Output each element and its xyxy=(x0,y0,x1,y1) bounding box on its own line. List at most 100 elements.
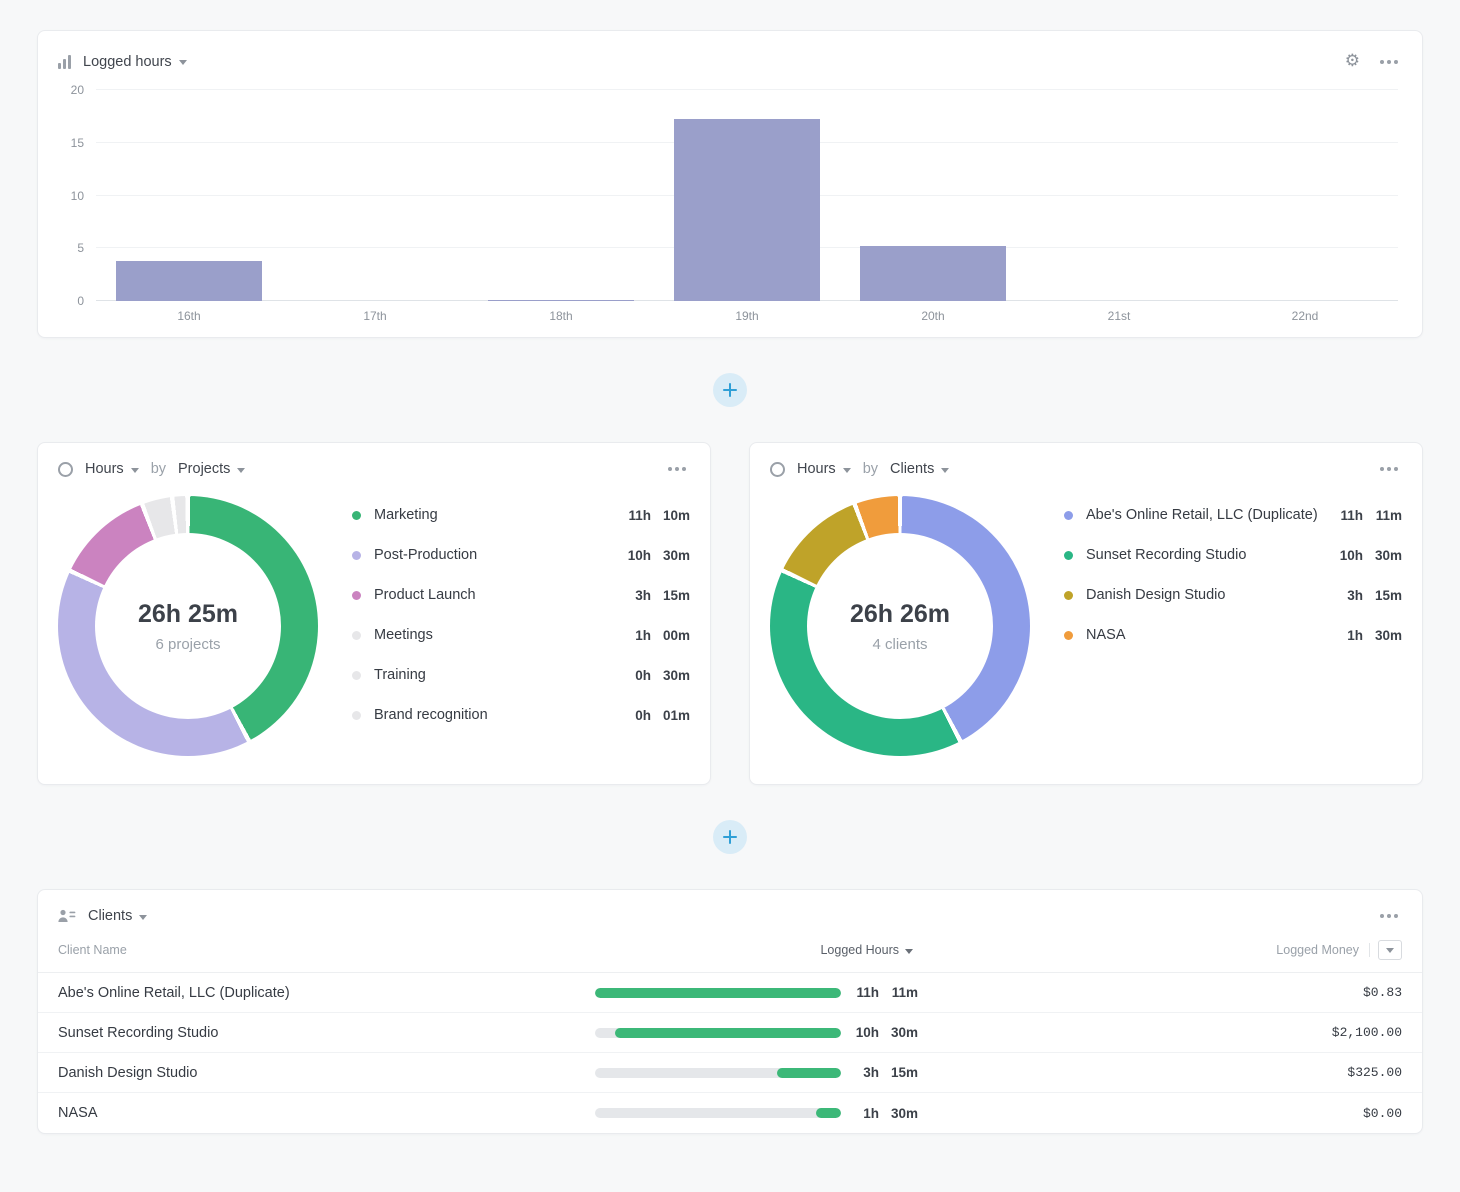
legend-item[interactable]: Danish Design Studio3h15m xyxy=(1064,575,1402,615)
x-axis-label: 20th xyxy=(840,309,1026,323)
legend-time: 1h30m xyxy=(1333,628,1402,643)
client-name: NASA xyxy=(58,1105,595,1121)
clients-legend: Abe's Online Retail, LLC (Duplicate)11h1… xyxy=(1064,495,1402,756)
bar[interactable] xyxy=(674,119,821,302)
time-minutes: 30m xyxy=(884,1025,918,1040)
widget-more-button[interactable] xyxy=(1376,910,1402,922)
time-minutes: 11m xyxy=(884,985,918,1000)
column-client-name: Client Name xyxy=(58,943,595,957)
clients-dimension-dropdown[interactable]: Clients xyxy=(890,461,949,477)
bar[interactable] xyxy=(488,300,635,301)
hours-bar-track xyxy=(595,1028,841,1038)
time-minutes: 15m xyxy=(1368,588,1402,603)
time-minutes: 01m xyxy=(656,708,690,723)
legend-item[interactable]: Sunset Recording Studio10h30m xyxy=(1064,535,1402,575)
legend-time: 0h30m xyxy=(621,668,690,683)
gear-icon: ⚙ xyxy=(1345,53,1360,70)
legend-dot xyxy=(352,711,361,720)
clients-table-body: Abe's Online Retail, LLC (Duplicate)11h1… xyxy=(38,972,1422,1133)
time-minutes: 15m xyxy=(884,1065,918,1080)
clients-title-dropdown[interactable]: Clients xyxy=(88,908,147,924)
legend-item[interactable]: Abe's Online Retail, LLC (Duplicate)11h1… xyxy=(1064,495,1402,535)
bar[interactable] xyxy=(860,246,1007,301)
money-options-dropdown[interactable] xyxy=(1378,940,1402,960)
y-axis-label: 10 xyxy=(58,189,84,203)
projects-dimension-dropdown[interactable]: Projects xyxy=(178,461,245,477)
widget-more-button[interactable] xyxy=(1376,463,1402,475)
column-logged-hours-label: Logged Hours xyxy=(820,943,899,957)
x-axis-label: 16th xyxy=(96,309,282,323)
column-logged-hours-sort[interactable]: Logged Hours xyxy=(595,943,913,957)
clients-donut-center: 26h 26m 4 clients xyxy=(807,533,993,719)
plus-icon xyxy=(723,830,737,844)
y-axis-label: 20 xyxy=(58,83,84,97)
x-axis-label: 18th xyxy=(468,309,654,323)
time-minutes: 30m xyxy=(884,1106,918,1121)
ellipsis-icon xyxy=(1380,467,1398,471)
client-row[interactable]: Danish Design Studio3h15m$325.00 xyxy=(38,1053,1422,1093)
clients-donut-card-header: Hours by Clients xyxy=(750,443,1422,477)
bar-chart: 05101520 16th17th18th19th20th21st22nd xyxy=(38,74,1422,337)
legend-item[interactable]: Post-Production10h30m xyxy=(352,535,690,575)
legend-dot xyxy=(1064,511,1073,520)
legend-dot xyxy=(352,631,361,640)
donut-center-value: 26h 25m xyxy=(138,600,238,629)
time-minutes: 00m xyxy=(656,628,690,643)
time-hours: 1h xyxy=(849,1106,879,1121)
dimension-label: Clients xyxy=(890,461,934,477)
donut-icon xyxy=(58,462,73,477)
add-widget-button[interactable] xyxy=(713,820,747,854)
projects-metric-dropdown[interactable]: Hours xyxy=(85,461,139,477)
client-hours: 11h11m xyxy=(849,985,918,1000)
time-hours: 10h xyxy=(1333,548,1363,563)
time-hours: 10h xyxy=(849,1025,879,1040)
logged-hours-title-dropdown[interactable]: Logged hours xyxy=(83,54,187,70)
bar-slot xyxy=(282,90,468,301)
hours-by-clients-card: Hours by Clients 26h 26m 4 clients xyxy=(749,442,1423,785)
client-row[interactable]: NASA1h30m$0.00 xyxy=(38,1093,1422,1133)
client-row[interactable]: Abe's Online Retail, LLC (Duplicate)11h1… xyxy=(38,973,1422,1013)
by-label: by xyxy=(151,461,166,477)
hours-bar-track xyxy=(595,1108,841,1118)
clients-donut-chart[interactable]: 26h 26m 4 clients xyxy=(770,496,1030,756)
clients-metric-dropdown[interactable]: Hours xyxy=(797,461,851,477)
logged-hours-card-header: Logged hours ⚙ xyxy=(38,31,1422,74)
legend-time: 3h15m xyxy=(621,588,690,603)
clients-donut-content: 26h 26m 4 clients Abe's Online Retail, L… xyxy=(750,477,1422,780)
ellipsis-icon xyxy=(1380,60,1398,64)
logged-hours-card: Logged hours ⚙ 05101520 16th17th18th19th… xyxy=(37,30,1423,338)
legend-item[interactable]: Brand recognition0h01m xyxy=(352,695,690,735)
legend-item[interactable]: NASA1h30m xyxy=(1064,615,1402,655)
hours-bar-fill xyxy=(615,1028,841,1038)
y-axis-label: 0 xyxy=(58,294,84,308)
time-minutes: 10m xyxy=(656,508,690,523)
client-money: $2,100.00 xyxy=(918,1025,1402,1040)
client-name: Danish Design Studio xyxy=(58,1065,595,1081)
legend-dot xyxy=(352,511,361,520)
legend-item[interactable]: Training0h30m xyxy=(352,655,690,695)
donut-cards-row: Hours by Projects 26h 25m 6 projects xyxy=(37,442,1423,785)
legend-time: 10h30m xyxy=(621,548,690,563)
time-hours: 3h xyxy=(621,588,651,603)
time-minutes: 30m xyxy=(656,548,690,563)
widget-more-button[interactable] xyxy=(1376,56,1402,68)
client-hours: 10h 30m xyxy=(849,1025,918,1040)
legend-item[interactable]: Meetings1h00m xyxy=(352,615,690,655)
donut-center-value: 26h 26m xyxy=(850,600,950,629)
widget-settings-button[interactable]: ⚙ xyxy=(1341,49,1364,74)
widget-more-button[interactable] xyxy=(664,463,690,475)
time-minutes: 30m xyxy=(1368,628,1402,643)
projects-donut-chart[interactable]: 26h 25m 6 projects xyxy=(58,496,318,756)
client-row[interactable]: Sunset Recording Studio10h30m$2,100.00 xyxy=(38,1013,1422,1053)
legend-item[interactable]: Marketing11h10m xyxy=(352,495,690,535)
bar-slot xyxy=(1212,90,1398,301)
header-divider xyxy=(1369,943,1370,957)
add-widget-button[interactable] xyxy=(713,373,747,407)
legend-dot xyxy=(1064,631,1073,640)
client-money: $325.00 xyxy=(918,1065,1402,1080)
legend-label: Meetings xyxy=(374,627,621,643)
time-minutes: 11m xyxy=(1368,508,1402,523)
legend-dot xyxy=(1064,551,1073,560)
bar[interactable] xyxy=(116,261,263,301)
legend-item[interactable]: Product Launch3h15m xyxy=(352,575,690,615)
